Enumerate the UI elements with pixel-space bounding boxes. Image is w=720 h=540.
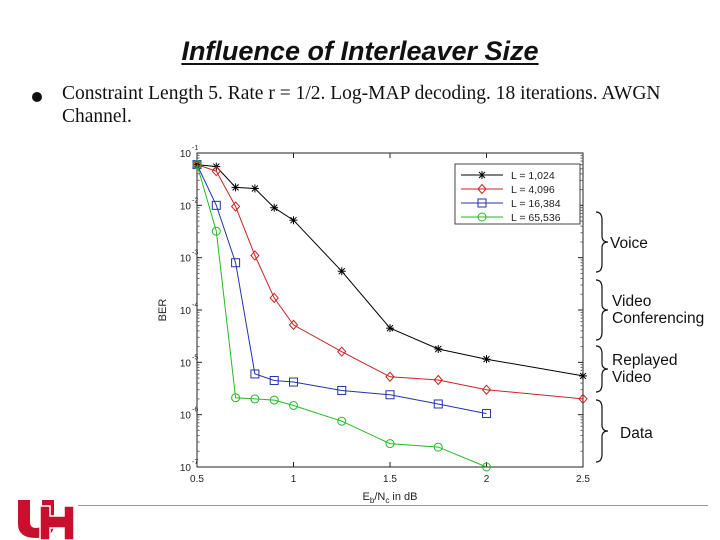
bullet-text: Constraint Length 5. Rate r = 1/2. Log-M… xyxy=(62,83,661,127)
x-axis-label: Eb/Nc in dB xyxy=(363,491,418,505)
data-point xyxy=(250,394,260,404)
data-point xyxy=(337,385,347,395)
data-point xyxy=(231,183,240,192)
data-point xyxy=(482,409,491,419)
chart-series xyxy=(192,159,588,472)
data-point xyxy=(270,203,279,212)
data-point xyxy=(250,369,260,379)
brace-1 xyxy=(595,279,609,341)
bullet-icon xyxy=(32,92,42,102)
y-tick-label-1: 10 xyxy=(180,201,192,212)
data-point xyxy=(433,374,443,386)
data-point xyxy=(211,226,221,236)
data-point xyxy=(482,355,491,364)
data-point xyxy=(230,201,241,212)
data-point xyxy=(231,258,241,268)
data-point xyxy=(250,184,259,193)
data-point xyxy=(337,416,347,426)
y-tick-exp-1: -2 xyxy=(192,197,198,204)
y-tick-exp-0: -1 xyxy=(192,145,198,152)
series-1 xyxy=(192,159,588,405)
x-tick-label-0: 0.5 xyxy=(190,474,204,485)
data-point xyxy=(269,375,279,385)
data-point xyxy=(288,319,299,331)
legend-label-2: L = 16,384 xyxy=(511,198,561,210)
series-line-1 xyxy=(196,164,584,400)
x-tick-label-1: 1 xyxy=(291,474,297,485)
y-tick-exp-3: -4 xyxy=(192,302,198,309)
legend-label-3: L = 65,536 xyxy=(511,212,561,224)
data-point xyxy=(433,399,443,409)
data-point xyxy=(211,165,221,177)
y-tick-label-4: 10 xyxy=(180,358,192,369)
legend-label-1: L = 4,096 xyxy=(511,184,555,196)
x-tick-label-4: 2.5 xyxy=(576,474,590,485)
legend-box xyxy=(454,163,581,225)
data-point xyxy=(433,442,443,452)
data-point xyxy=(211,200,221,210)
data-point xyxy=(385,439,395,449)
legend-marker-1 xyxy=(477,183,487,195)
y-tick-exp-6: -7 xyxy=(192,459,198,466)
data-point xyxy=(385,390,395,400)
brace-label-0: Voice xyxy=(610,235,648,252)
series-line-2 xyxy=(196,164,487,415)
uh-logo xyxy=(18,500,75,540)
slide-title: Influence of Interleaver Size xyxy=(181,36,539,66)
data-point xyxy=(579,371,587,380)
y-tick-label-6: 10 xyxy=(180,463,192,474)
x-tick-label-2: 1.5 xyxy=(383,474,397,485)
data-point xyxy=(337,346,347,357)
legend-marker-0 xyxy=(478,171,486,179)
data-point xyxy=(269,292,279,304)
logo-h xyxy=(39,505,75,540)
brace-0 xyxy=(595,211,609,273)
brace-2 xyxy=(595,345,609,393)
data-point xyxy=(192,160,202,170)
data-point xyxy=(250,250,260,261)
uh-logo-icon xyxy=(18,500,75,540)
data-point xyxy=(481,384,492,395)
brace-3 xyxy=(595,399,609,463)
y-tick-label-2: 10 xyxy=(180,254,192,265)
legend-label-0: L = 1,024 xyxy=(511,170,555,182)
data-point xyxy=(269,395,279,405)
data-point xyxy=(289,377,298,387)
data-point xyxy=(289,400,298,410)
y-tick-exp-2: -3 xyxy=(192,250,198,257)
data-point xyxy=(337,267,346,276)
brace-label-1: Video Conferencing xyxy=(612,293,705,327)
data-point xyxy=(385,371,395,383)
data-point xyxy=(482,462,491,472)
series-2 xyxy=(192,160,491,419)
y-tick-exp-5: -6 xyxy=(192,407,198,414)
data-point xyxy=(386,324,394,333)
y-axis-label: BER xyxy=(157,299,169,322)
brace-label-2: Replayed Video xyxy=(612,352,678,386)
data-point xyxy=(192,159,202,170)
brace-label-3: Data xyxy=(620,425,653,442)
y-tick-label-3: 10 xyxy=(180,306,192,317)
braces xyxy=(595,211,609,463)
x-tick-label-3: 2 xyxy=(484,474,490,485)
footer-rule xyxy=(78,505,708,506)
legend-marker-3 xyxy=(477,212,487,222)
data-point xyxy=(578,393,588,405)
series-line-3 xyxy=(196,164,487,468)
y-tick-exp-4: -5 xyxy=(192,354,198,361)
y-tick-label-5: 10 xyxy=(180,411,192,422)
data-point xyxy=(289,216,298,225)
data-point xyxy=(231,393,241,403)
y-tick-label-0: 10 xyxy=(180,149,192,160)
data-point xyxy=(434,344,443,353)
chart-legend: L = 1,024 L = 4,096 L = 16,384 L = 65,536 xyxy=(454,163,581,225)
legend-marker-2 xyxy=(477,198,487,208)
chart-ticks: 0.5 1 1.5 2 2.510-110-210-310-410-510-610-7B… xyxy=(157,145,590,505)
series-3 xyxy=(192,160,491,472)
